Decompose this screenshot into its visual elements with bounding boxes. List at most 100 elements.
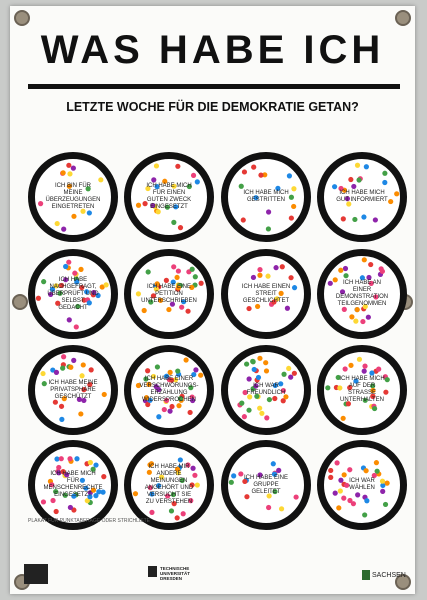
circle-label: ICH HABE EINE PETITION UNTERSCHRIEBEN (141, 283, 197, 304)
sticker-dot (384, 480, 390, 486)
sticker-dot (238, 471, 244, 477)
sticker-dot (281, 371, 287, 377)
sticker-dot (286, 173, 293, 179)
circle-label: ICH HABE EINER VERSCHWÖRUNGS-ERZÄHLUNG W… (139, 376, 199, 403)
sticker-dot (341, 495, 347, 501)
sticker-dot (353, 318, 359, 324)
dots (328, 460, 390, 518)
sticker-dot (344, 196, 351, 202)
circle-label: ICH HABE MICH GUT INFORMIERT (336, 190, 388, 203)
sticker-dot (163, 277, 169, 283)
sticker-dot (185, 462, 191, 468)
sticker-dot (241, 169, 248, 175)
sticker-dot (382, 501, 389, 508)
circle: ICH WAR WÄHLEN (317, 440, 407, 530)
sticker-dot (143, 376, 149, 382)
sticker-dot (340, 415, 346, 421)
sticker-dot (101, 391, 107, 398)
sticker-dot (362, 397, 368, 403)
sticker-dot (64, 472, 70, 478)
sticker-dot (244, 494, 250, 500)
sticker-dot (284, 305, 291, 311)
sticker-dot (352, 216, 358, 223)
circle: ICH HABE MICH GESTRITTEN (221, 152, 311, 242)
sticker-dot (188, 385, 194, 391)
sticker-dot (359, 275, 365, 281)
sticker-dot (251, 366, 257, 373)
sticker-dot (327, 280, 333, 286)
sticker-dot (347, 467, 353, 473)
sticker-dot (163, 397, 170, 404)
sticker-dot (146, 469, 152, 475)
sticker-dot (380, 482, 386, 489)
sticker-dot (371, 472, 377, 479)
sticker-dot (180, 511, 186, 517)
sticker-dot (242, 389, 248, 396)
circle-label: ICH BIN FÜR MEINE ÜBERZEUGUNGEN EINGETRE… (45, 183, 101, 210)
sticker-dot (85, 186, 91, 192)
sticker-dot (54, 220, 60, 227)
sticker-dot (81, 387, 87, 393)
sticker-dot (167, 408, 173, 414)
sticker-dot (93, 493, 99, 499)
sticker-dot (263, 360, 269, 366)
sticker-dot (354, 307, 360, 313)
sticker-dot (154, 364, 161, 370)
sticker-dot (369, 370, 375, 376)
sticker-dot (280, 398, 286, 404)
sticker-dot (67, 171, 73, 177)
sticker-dot (90, 466, 96, 472)
grommet (395, 10, 411, 26)
sticker-dot (185, 308, 191, 314)
sticker-dot (93, 462, 99, 468)
sticker-dot (238, 183, 244, 189)
dots (246, 264, 298, 312)
sticker-dot (275, 185, 281, 191)
sticker-dot (190, 465, 196, 471)
sticker-dot (272, 382, 278, 389)
sticker-dot (70, 165, 76, 171)
circle: ICH HABE AN EINER DEMONSTRATION TEILGENO… (317, 249, 407, 339)
sticker-dot (61, 354, 67, 360)
sticker-dot (135, 382, 142, 389)
sticker-dot (179, 477, 185, 484)
sticker-dot (87, 494, 93, 500)
sticker-dot (340, 216, 346, 222)
sticker-dot (366, 274, 372, 281)
sticker-dot (264, 415, 270, 421)
sticker-dot (72, 270, 78, 276)
sticker-dot (147, 462, 153, 468)
sticker-dot (272, 395, 278, 402)
sticker-dot (189, 482, 195, 488)
sticker-dot (61, 226, 67, 232)
sticker-dot (362, 512, 368, 518)
sticker-dot (164, 204, 170, 210)
sticker-dot (193, 367, 199, 373)
sticker-dot (173, 204, 179, 210)
sticker-dot (146, 381, 152, 387)
circle-label: ICH HABE MICH FÜR EINEN GUTEN ZWECK EING… (146, 183, 192, 210)
sticker-dot (73, 324, 79, 330)
sticker-dot (171, 219, 177, 225)
sticker-dot (242, 478, 248, 485)
sticker-dot (346, 201, 352, 207)
sticker-dot (63, 263, 69, 270)
sticker-dot (157, 297, 164, 303)
sticker-dot (103, 282, 109, 288)
circle-label: ICH HABE MIR ANDERE MEINUNGEN ANGEHÖRT U… (144, 464, 194, 505)
sticker-dot (141, 307, 147, 314)
circle: ICH HABE MICH FÜR MENSCHENRECHTE EINGESE… (28, 440, 118, 530)
sticker-dot (231, 473, 237, 479)
sticker-dot (288, 275, 294, 281)
sticker-dot (168, 377, 175, 383)
sticker-dot (135, 291, 142, 297)
sticker-dot (253, 195, 259, 201)
sticker-dot (87, 382, 93, 388)
sticker-dot (179, 304, 185, 310)
sticker-dot (338, 185, 344, 192)
sticker-dot (71, 357, 77, 363)
sticker-dot (342, 265, 349, 272)
circle: ICH HABE EINEN STREIT GESCHLICHTET (221, 249, 311, 339)
sticker-dot (361, 214, 367, 220)
sticker-dot (255, 374, 262, 381)
